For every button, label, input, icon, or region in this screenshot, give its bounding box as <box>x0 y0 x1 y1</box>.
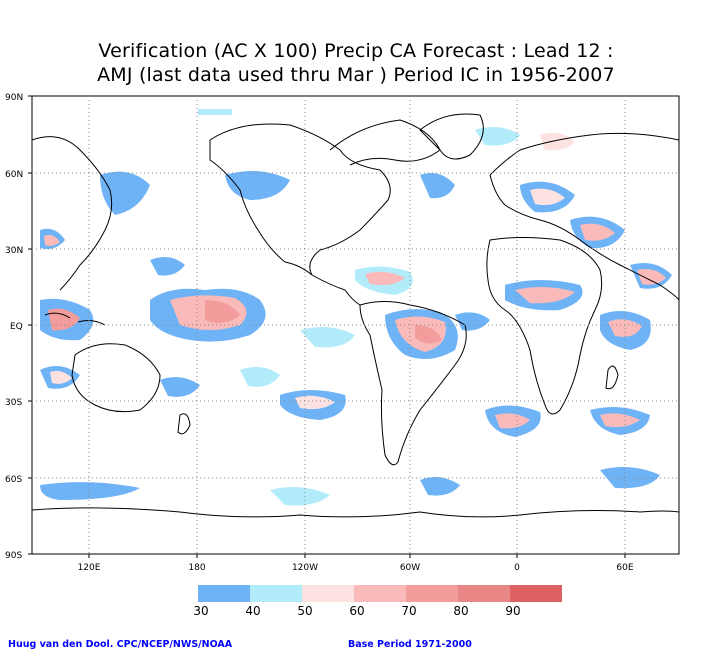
graticule <box>32 96 679 554</box>
map-frame <box>31 95 680 555</box>
lon-label-0: 0 <box>514 563 520 573</box>
lat-label-30n: 30N <box>5 246 23 256</box>
legend-tick-label: 60 <box>349 604 365 618</box>
lat-label-60n: 60N <box>5 170 23 180</box>
lon-label-120e: 120E <box>78 563 101 573</box>
legend-tick-label: 90 <box>505 604 521 618</box>
lon-label-60e: 60E <box>616 563 633 573</box>
lat-label-eq: EQ <box>10 322 23 332</box>
legend-tick-label: 40 <box>245 604 261 618</box>
legend-swatch <box>354 585 406 602</box>
lat-label-90s: 90S <box>5 551 22 561</box>
legend-swatch <box>302 585 354 602</box>
map-title-line-1: Verification (AC X 100) Precip CA Foreca… <box>98 40 614 62</box>
legend-swatch <box>458 585 510 602</box>
lat-label-90n: 90N <box>5 93 23 103</box>
coastlines <box>31 113 680 518</box>
lon-label-180: 180 <box>188 563 205 573</box>
lon-label-120w: 120W <box>292 563 318 573</box>
legend-tick-label: 70 <box>401 604 417 618</box>
lat-label-60s: 60S <box>5 475 22 485</box>
lat-label-30s: 30S <box>5 398 22 408</box>
legend-swatch <box>250 585 302 602</box>
legend-swatch <box>406 585 458 602</box>
credit-text: Huug van den Dool. CPC/NCEP/NWS/NOAA <box>8 639 233 650</box>
legend-tick-label: 80 <box>453 604 469 618</box>
legend-swatch <box>198 585 250 602</box>
legend-swatch <box>510 585 562 602</box>
map-title-line-2: AMJ (last data used thru Mar ) Period IC… <box>97 64 615 86</box>
lon-label-60w: 60W <box>400 563 420 573</box>
base-period-text: Base Period 1971-2000 <box>348 639 472 650</box>
legend-tick-label: 30 <box>193 604 209 618</box>
legend-tick-label: 50 <box>297 604 313 618</box>
correlation-shading <box>40 109 672 506</box>
